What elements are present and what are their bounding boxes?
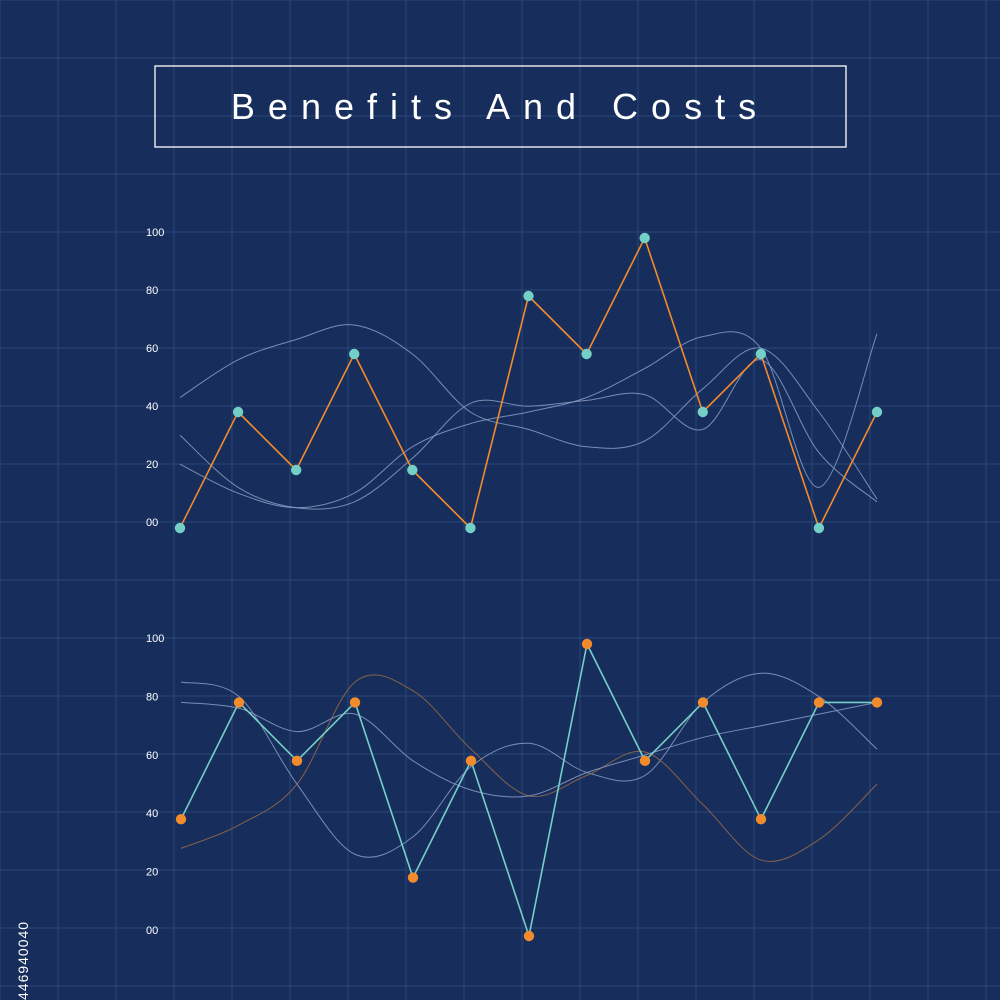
y-tick-label: 00: [146, 925, 158, 937]
data-point: [581, 638, 593, 650]
title-block: Benefits And Costs: [154, 65, 847, 148]
data-point: [813, 522, 825, 534]
title-frame: [154, 65, 847, 148]
data-point: [465, 755, 477, 766]
data-point: [174, 522, 186, 534]
background-curve: [180, 672, 878, 858]
top-chart: 00 20 40 60 80 100: [146, 227, 883, 534]
data-point: [291, 755, 303, 766]
y-tick-label: 40: [146, 401, 158, 413]
data-point: [697, 406, 708, 418]
data-point: [233, 697, 245, 708]
y-tick-label: 00: [146, 517, 158, 529]
data-point: [755, 348, 767, 360]
y-tick-label: 80: [146, 285, 158, 297]
bottom-chart: 00 20 40 60 80 100: [146, 633, 883, 942]
background-curve: [179, 324, 878, 500]
data-point: [349, 348, 360, 360]
data-point: [465, 522, 476, 534]
y-tick-label: 100: [146, 227, 164, 239]
y-tick-label: 20: [146, 459, 158, 471]
chart-title: Benefits And Costs: [231, 86, 769, 127]
data-point: [523, 290, 534, 302]
y-tick-label: 60: [146, 750, 158, 762]
data-point: [639, 232, 650, 244]
data-point: [407, 872, 419, 883]
data-point: [871, 697, 883, 708]
y-tick-label: 60: [146, 343, 158, 355]
data-point: [813, 697, 825, 708]
data-point: [639, 755, 651, 766]
data-point: [175, 814, 187, 825]
background-curve: [180, 701, 878, 798]
background-curve: [179, 331, 878, 509]
data-point: [871, 406, 883, 418]
y-tick-label: 100: [146, 633, 164, 645]
image-id-label: 446940040: [15, 921, 31, 1000]
data-point: [755, 814, 767, 825]
y-tick-label: 40: [146, 808, 158, 820]
data-point: [407, 464, 418, 476]
data-point: [523, 930, 535, 942]
data-point: [581, 348, 592, 360]
y-tick-label: 80: [146, 691, 158, 703]
y-tick-label: 20: [146, 867, 158, 879]
data-point: [697, 697, 709, 708]
data-point: [290, 464, 302, 476]
data-point: [232, 406, 244, 418]
data-point: [349, 697, 361, 708]
